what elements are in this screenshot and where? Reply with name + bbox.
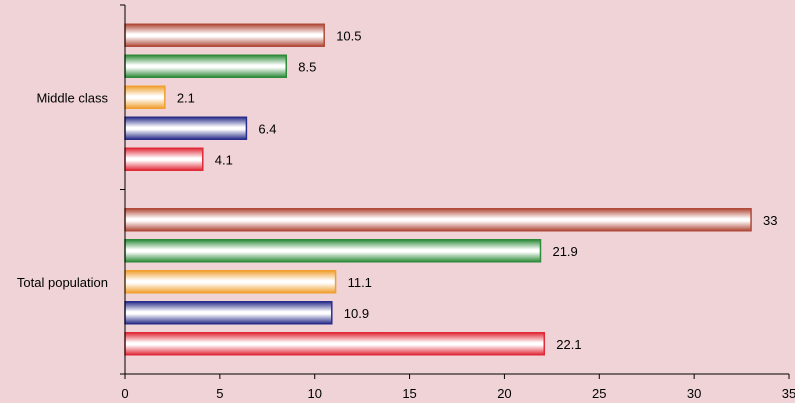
category-label-middle-class: Middle class: [36, 90, 108, 105]
data-label-total-population-0: 33: [763, 213, 777, 228]
bar-middle-class-2: [124, 85, 166, 109]
x-tick-label-0: 0: [121, 386, 128, 401]
x-tick-label-10: 10: [307, 386, 321, 401]
data-label-middle-class-1: 8.5: [298, 59, 316, 74]
bar-middle-class-0: [124, 23, 325, 47]
axes-layer: [120, 4, 789, 375]
bar-total-population-1: [124, 239, 542, 263]
x-tick-label-30: 30: [687, 386, 701, 401]
data-label-middle-class-0: 10.5: [336, 28, 361, 43]
x-ticks-layer: 0 5 10 15 20 25 30 35: [121, 374, 795, 401]
data-label-total-population-4: 22.1: [556, 337, 581, 352]
category-labels-layer: Middle class Total population: [17, 90, 109, 290]
bar-middle-class-1: [124, 54, 288, 78]
data-label-total-population-2: 11.1: [348, 275, 372, 290]
x-tick-label-5: 5: [216, 386, 223, 401]
data-label-middle-class-2: 2.1: [177, 90, 195, 105]
bar-middle-class-3: [124, 116, 248, 140]
bar-total-population-2: [124, 270, 337, 294]
bar-total-population-4: [124, 332, 546, 356]
data-label-total-population-1: 21.9: [552, 244, 577, 259]
bar-total-population-0: [124, 208, 752, 232]
x-tick-label-25: 25: [592, 386, 606, 401]
data-label-middle-class-4: 4.1: [215, 152, 233, 167]
x-tick-label-35: 35: [782, 386, 795, 401]
x-tick-label-20: 20: [497, 386, 511, 401]
bars-layer: [124, 23, 752, 356]
bar-middle-class-4: [124, 147, 204, 171]
data-labels-layer: 10.5 8.5 2.1 6.4 4.1 33 21.9 11.1 10.9 22.1: [177, 28, 778, 352]
data-label-total-population-3: 10.9: [344, 306, 369, 321]
category-label-total-population: Total population: [17, 275, 108, 290]
x-tick-label-15: 15: [402, 386, 416, 401]
bar-total-population-3: [124, 301, 333, 325]
data-label-middle-class-3: 6.4: [258, 121, 276, 136]
